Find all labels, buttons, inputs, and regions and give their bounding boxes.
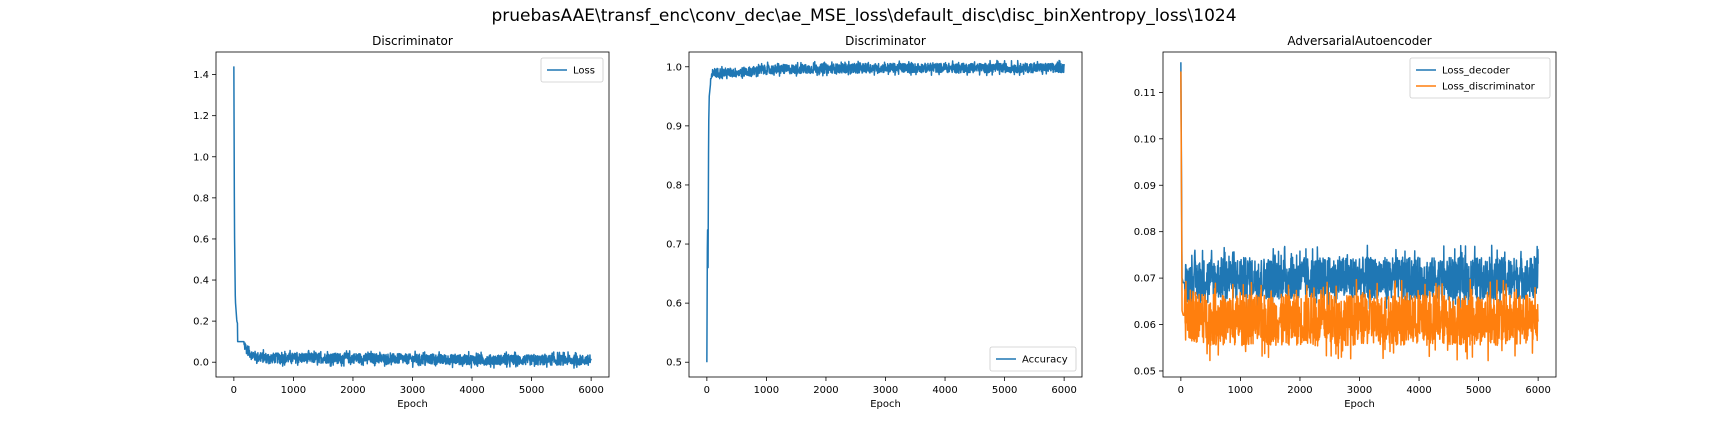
x-tick-label: 2000: [340, 385, 365, 396]
x-axis-label: Epoch: [397, 399, 428, 410]
y-tick-label: 0.4: [193, 276, 209, 287]
y-tick-label: 0.06: [1134, 320, 1156, 331]
series-lines: [233, 66, 592, 369]
x-tick-label: 2000: [813, 385, 838, 396]
legend: Loss_decoder Loss_discriminator: [1409, 57, 1551, 99]
series-line-loss_decoder: [1180, 62, 1539, 312]
series-line-loss: [233, 66, 592, 369]
subplot-accuracy: 0 1000 2000 3000 4000 5000 6000 0.5 0.6 0.7 0.8 0.9…: [666, 34, 1083, 410]
x-tick-label: 6000: [578, 385, 603, 396]
axes-frame: [688, 51, 1083, 378]
y-tick-label: 0.05: [1134, 366, 1156, 377]
y-tick-label: 0.08: [1134, 227, 1156, 238]
x-tick-label: 5000: [1466, 385, 1491, 396]
subplot-title: Discriminator: [372, 34, 453, 48]
subplot-adversarial-autoencoder: 0 1000 2000 3000 4000 5000 6000 0.05 0.06 0.07 0.0…: [1134, 34, 1557, 410]
legend-label: Accuracy: [1022, 355, 1068, 366]
series-lines: [1180, 62, 1539, 362]
x-tick-label: 1000: [1228, 385, 1253, 396]
x-tick-label: 2000: [1287, 385, 1312, 396]
x-tick-label: 5000: [519, 385, 544, 396]
x-tick-label: 1000: [754, 385, 779, 396]
y-tick-label: 0.6: [666, 299, 682, 310]
y-tick-label: 0.11: [1134, 88, 1156, 99]
axes-frame: [215, 51, 610, 378]
x-tick-label: 4000: [932, 385, 957, 396]
x-tick-label: 4000: [459, 385, 484, 396]
legend: Loss: [540, 57, 604, 83]
series-line-accuracy: [706, 59, 1065, 363]
x-tick-label: 6000: [1525, 385, 1550, 396]
x-tick-label: 4000: [1406, 385, 1431, 396]
legend-label: Loss_decoder: [1442, 66, 1511, 77]
x-axis-label: Epoch: [870, 399, 901, 410]
subplot-loss: 0 1000 2000 3000 4000 5000 6000 0.0 0.2 0.4 0.6 0.8…: [193, 34, 610, 410]
x-tick-label: 0: [231, 385, 237, 396]
y-tick-label: 1.4: [193, 70, 209, 81]
x-tick-label: 3000: [873, 385, 898, 396]
y-tick-label: 0.07: [1134, 274, 1156, 285]
y-tick-label: 1.0: [666, 62, 682, 73]
x-tick-label: 0: [704, 385, 710, 396]
y-tick-label: 1.0: [193, 152, 209, 163]
y-tick-label: 0.10: [1134, 134, 1156, 145]
subplot-title: Discriminator: [845, 34, 926, 48]
y-tick-label: 0.6: [193, 234, 209, 245]
x-axis-label: Epoch: [1344, 399, 1375, 410]
x-tick-label: 3000: [1347, 385, 1372, 396]
series-lines: [706, 59, 1065, 363]
legend-label: Loss_discriminator: [1442, 82, 1536, 93]
legend-label: Loss: [573, 66, 595, 77]
y-tick-label: 0.8: [666, 180, 682, 191]
x-tick-label: 0: [1178, 385, 1184, 396]
y-tick-label: 0.2: [193, 317, 209, 328]
series-line-loss_discriminator: [1180, 71, 1539, 362]
x-tick-label: 5000: [992, 385, 1017, 396]
y-tick-label: 0.5: [666, 358, 682, 369]
subplot-title: AdversarialAutoencoder: [1287, 34, 1431, 48]
y-tick-label: 0.8: [193, 193, 209, 204]
y-tick-label: 0.7: [666, 240, 682, 251]
y-tick-label: 0.0: [193, 358, 209, 369]
y-tick-label: 0.9: [666, 121, 682, 132]
figure-suptitle: pruebasAAE\transf_enc\conv_dec\ae_MSE_lo…: [491, 6, 1236, 26]
y-tick-label: 1.2: [193, 111, 209, 122]
legend: Accuracy: [989, 346, 1077, 372]
x-tick-label: 3000: [400, 385, 425, 396]
y-tick-label: 0.09: [1134, 181, 1156, 192]
x-tick-label: 1000: [281, 385, 306, 396]
x-tick-label: 6000: [1051, 385, 1076, 396]
